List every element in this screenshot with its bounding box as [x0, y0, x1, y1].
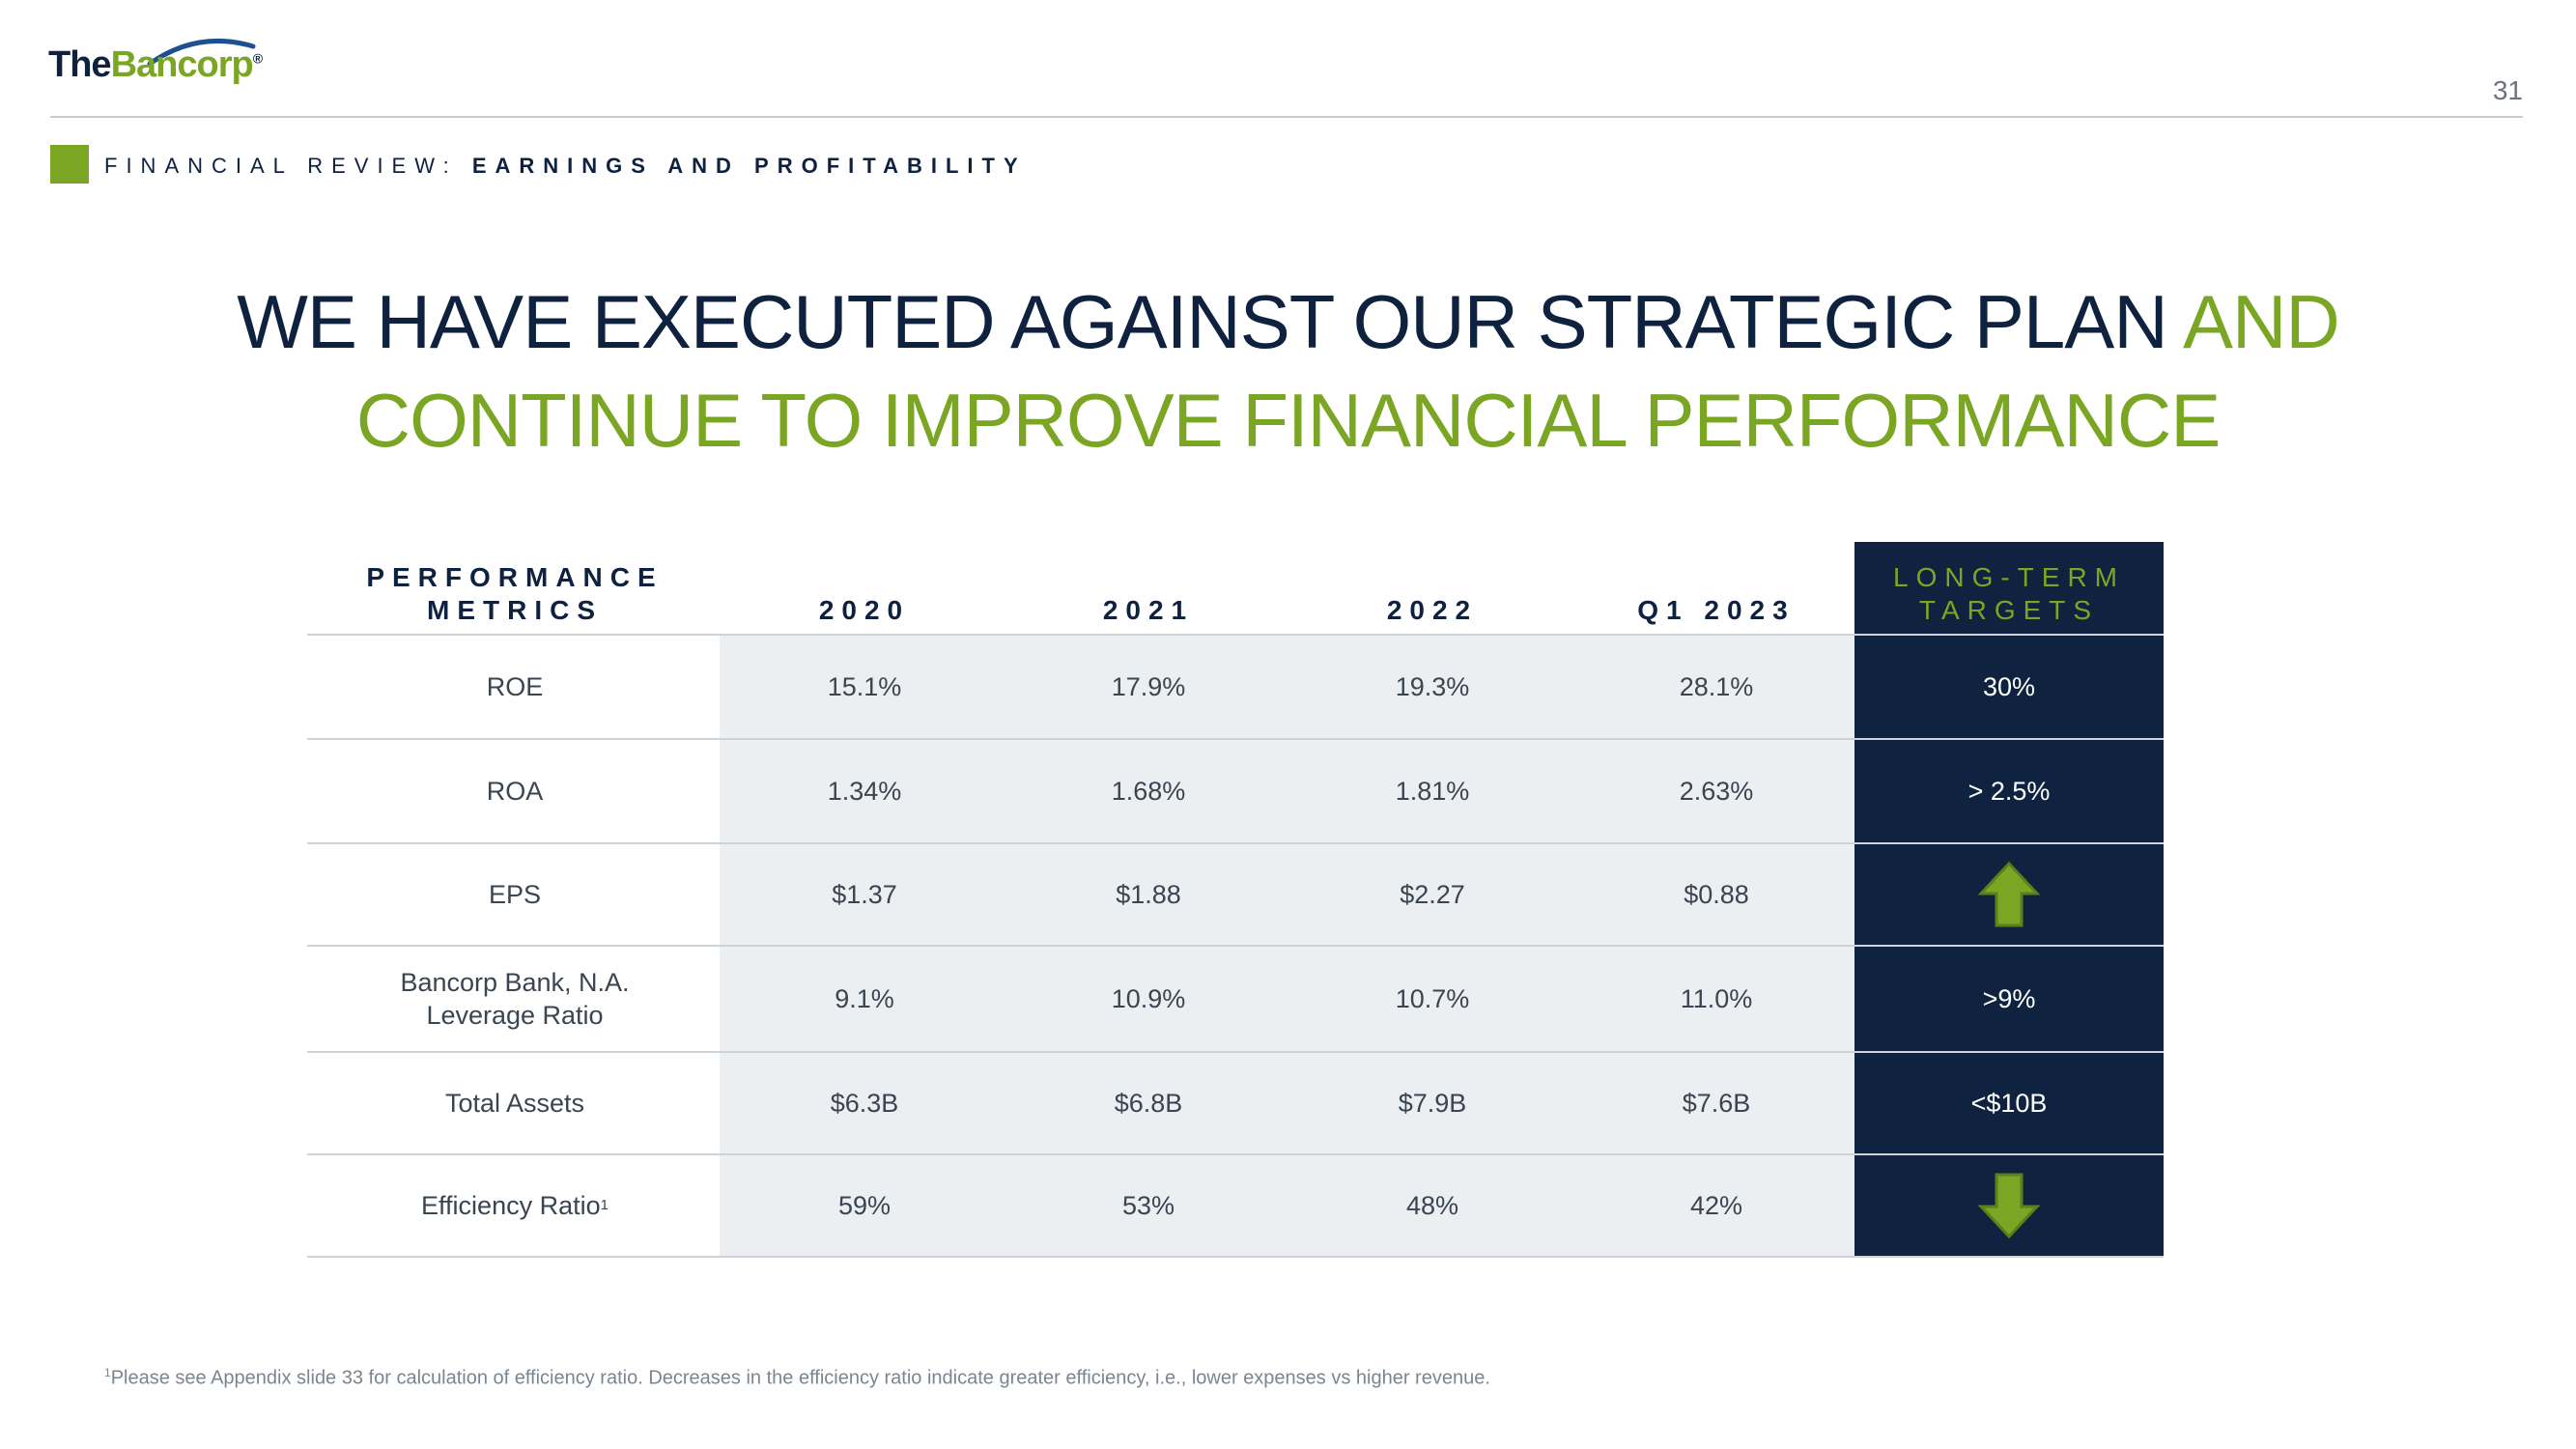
- table-row-roa-label: ROA: [486, 777, 544, 806]
- row-divider: [307, 634, 2164, 636]
- header-2020: 2020: [818, 595, 911, 625]
- table-cell: $6.8B: [1114, 1089, 1183, 1118]
- target-cell: >9%: [1982, 984, 2036, 1013]
- header-target-line1: LONG-TERM: [1893, 562, 2125, 592]
- table-cell: $0.88: [1684, 880, 1749, 909]
- table-cell: $6.3B: [830, 1089, 899, 1118]
- header-2022: 2022: [1386, 595, 1479, 625]
- header-target-line2: TARGETS: [1918, 595, 2100, 625]
- table-cell: $2.27: [1400, 880, 1465, 909]
- header-performance-metrics: PERFORMANCE METRICS: [307, 561, 722, 627]
- table-row-efficiency-label: Efficiency Ratio 1: [307, 1155, 722, 1256]
- arrow-down-icon: [1978, 1173, 2040, 1239]
- table-cell: $1.88: [1116, 880, 1181, 909]
- headline-line-2: CONTINUE TO IMPROVE FINANCIAL PERFORMANC…: [355, 378, 2221, 463]
- section-marker: [50, 145, 89, 184]
- target-cell: > 2.5%: [1967, 777, 2051, 806]
- logo-the: The: [48, 44, 112, 85]
- table-cell: 42%: [1689, 1191, 1743, 1220]
- table-cell: 48%: [1405, 1191, 1459, 1220]
- section-title: EARNINGS AND PROFITABILITY: [471, 154, 1027, 178]
- table-cell: 11.0%: [1680, 984, 1753, 1013]
- table-cell: 19.3%: [1395, 672, 1470, 701]
- row-divider: [307, 945, 2164, 947]
- table-cell: 1.34%: [827, 777, 902, 806]
- table-cell: 1.81%: [1395, 777, 1470, 806]
- logo-swoosh-icon: [147, 39, 256, 67]
- header-metric-line1: PERFORMANCE: [366, 562, 664, 592]
- table-cell: 10.9%: [1111, 984, 1186, 1013]
- target-cell: <$10B: [1970, 1089, 2048, 1118]
- table-row-total-assets-label: Total Assets: [444, 1089, 585, 1118]
- table-cell: 1.68%: [1111, 777, 1186, 806]
- header-long-term-targets: LONG-TERM TARGETS: [1854, 561, 2164, 627]
- page-number: 31: [2492, 75, 2523, 105]
- row-divider: [307, 1256, 2164, 1258]
- header-q1-2023: Q1 2023: [1637, 595, 1796, 625]
- table-cell: 17.9%: [1111, 672, 1186, 701]
- row-divider: [307, 842, 2164, 844]
- headline-navy-text: WE HAVE EXECUTED AGAINST OUR STRATEGIC P…: [237, 279, 2184, 364]
- logo-bancorp: Bancorp: [110, 44, 254, 85]
- target-cell: [1854, 844, 2164, 945]
- table-row-leverage-label: Bancorp Bank, N.A. Leverage Ratio: [307, 947, 722, 1051]
- table-cell: 28.1%: [1679, 672, 1754, 701]
- header-divider: [50, 116, 2523, 118]
- table-cell: 10.7%: [1395, 984, 1470, 1013]
- section-prefix: FINANCIAL REVIEW:: [104, 154, 458, 178]
- table-row-roe-label: ROE: [486, 672, 544, 701]
- headline-green-and: AND: [2183, 279, 2340, 364]
- arrow-up-icon: [1978, 861, 2040, 927]
- target-cell: 30%: [1982, 672, 2036, 701]
- section-label: FINANCIAL REVIEW: EARNINGS AND PROFITABI…: [104, 154, 1027, 179]
- table-cell: 53%: [1121, 1191, 1175, 1220]
- target-cell: [1854, 1155, 2164, 1256]
- table-cell: $7.9B: [1398, 1089, 1467, 1118]
- table-cell: 2.63%: [1679, 777, 1754, 806]
- table-row-eps-label: EPS: [488, 880, 542, 909]
- header-metric-line2: METRICS: [427, 595, 603, 625]
- footnote-mark: 1: [104, 1366, 111, 1379]
- table-cell: 59%: [837, 1191, 892, 1220]
- footnote: 1Please see Appendix slide 33 for calcul…: [104, 1366, 1490, 1390]
- row-divider: [307, 738, 2164, 740]
- footnote-text: Please see Appendix slide 33 for calcula…: [110, 1367, 1490, 1389]
- logo-registered-mark: ®: [252, 50, 263, 67]
- row-divider: [307, 1153, 2164, 1155]
- table-cell: $7.6B: [1682, 1089, 1751, 1118]
- table-cell: 9.1%: [835, 984, 894, 1013]
- table-cell: 15.1%: [827, 672, 902, 701]
- footnote-mark: 1: [600, 1197, 609, 1213]
- company-logo: TheBancorp®: [48, 35, 270, 102]
- metric-label: Efficiency Ratio: [421, 1191, 601, 1220]
- table-cell: $1.37: [832, 880, 897, 909]
- header-2021: 2021: [1102, 595, 1195, 625]
- metric-label-line1: Bancorp Bank, N.A.: [400, 968, 630, 997]
- headline-line-1: WE HAVE EXECUTED AGAINST OUR STRATEGIC P…: [0, 278, 2576, 366]
- row-divider: [307, 1051, 2164, 1053]
- logo-wordmark: TheBancorp®: [48, 44, 263, 86]
- metric-label-line2: Leverage Ratio: [426, 1001, 604, 1030]
